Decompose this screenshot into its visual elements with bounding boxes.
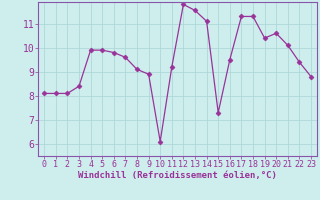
X-axis label: Windchill (Refroidissement éolien,°C): Windchill (Refroidissement éolien,°C) [78,171,277,180]
